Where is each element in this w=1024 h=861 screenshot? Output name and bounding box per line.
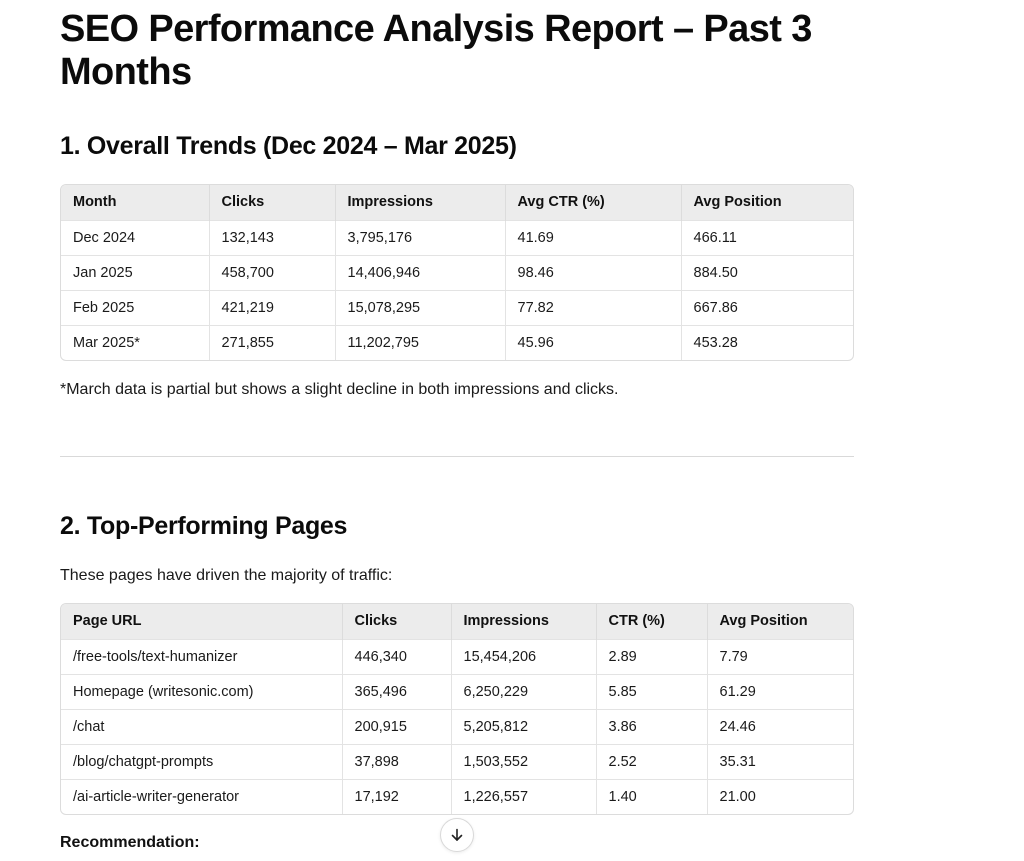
table-cell: 45.96 [504,324,681,360]
table-cell: 5.85 [595,673,707,709]
table-row: Feb 2025 421,219 15,078,295 77.82 667.86 [61,289,853,325]
table-cell: 41.69 [504,219,681,255]
table-cell: Feb 2025 [61,289,209,325]
column-header: Avg Position [706,604,853,639]
table-row: /ai-article-writer-generator 17,192 1,22… [61,778,853,814]
table-cell: 11,202,795 [334,324,505,360]
table-cell: 446,340 [341,638,451,674]
table-row: /blog/chatgpt-prompts 37,898 1,503,552 2… [61,743,853,779]
table-row: /chat 200,915 5,205,812 3.86 24.46 [61,708,853,744]
table-cell: /chat [61,708,342,744]
table-row: /free-tools/text-humanizer 446,340 15,45… [61,638,853,674]
table-cell: 98.46 [504,254,681,290]
table-cell: 271,855 [208,324,335,360]
partial-data-note: *March data is partial but shows a sligh… [60,381,619,398]
column-header: CTR (%) [595,604,707,639]
table-row: Jan 2025 458,700 14,406,946 98.46 884.50 [61,254,853,290]
table-cell: /blog/chatgpt-prompts [61,743,342,779]
column-header: Avg Position [680,185,853,220]
table-cell: 37,898 [341,743,451,779]
table-row: Dec 2024 132,143 3,795,176 41.69 466.11 [61,219,853,255]
table-cell: 200,915 [341,708,451,744]
column-header: Clicks [341,604,451,639]
table-cell: 132,143 [208,219,335,255]
monthly-trends-table: Month Clicks Impressions Avg CTR (%) Avg… [60,184,854,361]
table-cell: 884.50 [680,254,853,290]
table-cell: Jan 2025 [61,254,209,290]
table-cell: 77.82 [504,289,681,325]
table-row: Mar 2025* 271,855 11,202,795 45.96 453.2… [61,324,853,360]
table-cell: 21.00 [706,778,853,814]
table-cell: /ai-article-writer-generator [61,778,342,814]
column-header: Clicks [208,185,335,220]
column-header: Impressions [450,604,596,639]
column-header: Page URL [61,604,342,639]
table-cell: 6,250,229 [450,673,596,709]
table-cell: 24.46 [706,708,853,744]
section-heading-top-pages: 2. Top-Performing Pages [60,512,348,540]
table-cell: 35.31 [706,743,853,779]
column-header: Impressions [334,185,505,220]
table-cell: 3,795,176 [334,219,505,255]
top-pages-table: Page URL Clicks Impressions CTR (%) Avg … [60,603,854,815]
recommendation-label: Recommendation: [60,834,200,851]
table-cell: Homepage (writesonic.com) [61,673,342,709]
section-heading-overall-trends: 1. Overall Trends (Dec 2024 – Mar 2025) [60,132,517,160]
table-cell: 421,219 [208,289,335,325]
table-cell: 1.40 [595,778,707,814]
table-cell: 2.89 [595,638,707,674]
table-cell: 15,454,206 [450,638,596,674]
table-header-row: Page URL Clicks Impressions CTR (%) Avg … [61,604,853,639]
column-header: Month [61,185,209,220]
scroll-to-bottom-button[interactable] [440,818,474,852]
table-cell: 61.29 [706,673,853,709]
table-cell: 1,226,557 [450,778,596,814]
table-row: Homepage (writesonic.com) 365,496 6,250,… [61,673,853,709]
top-pages-intro: These pages have driven the majority of … [60,567,393,584]
arrow-down-icon [449,827,465,843]
section-divider [60,456,854,457]
table-cell: 365,496 [341,673,451,709]
column-header: Avg CTR (%) [504,185,681,220]
table-cell: /free-tools/text-humanizer [61,638,342,674]
table-header-row: Month Clicks Impressions Avg CTR (%) Avg… [61,185,853,220]
table-cell: Mar 2025* [61,324,209,360]
table-cell: 458,700 [208,254,335,290]
table-cell: 17,192 [341,778,451,814]
table-cell: 667.86 [680,289,853,325]
table-cell: 14,406,946 [334,254,505,290]
report-title: SEO Performance Analysis Report – Past 3… [60,8,812,93]
table-cell: 5,205,812 [450,708,596,744]
table-cell: 466.11 [680,219,853,255]
table-cell: 7.79 [706,638,853,674]
table-cell: 15,078,295 [334,289,505,325]
table-cell: 2.52 [595,743,707,779]
table-cell: Dec 2024 [61,219,209,255]
table-cell: 453.28 [680,324,853,360]
table-cell: 1,503,552 [450,743,596,779]
table-cell: 3.86 [595,708,707,744]
